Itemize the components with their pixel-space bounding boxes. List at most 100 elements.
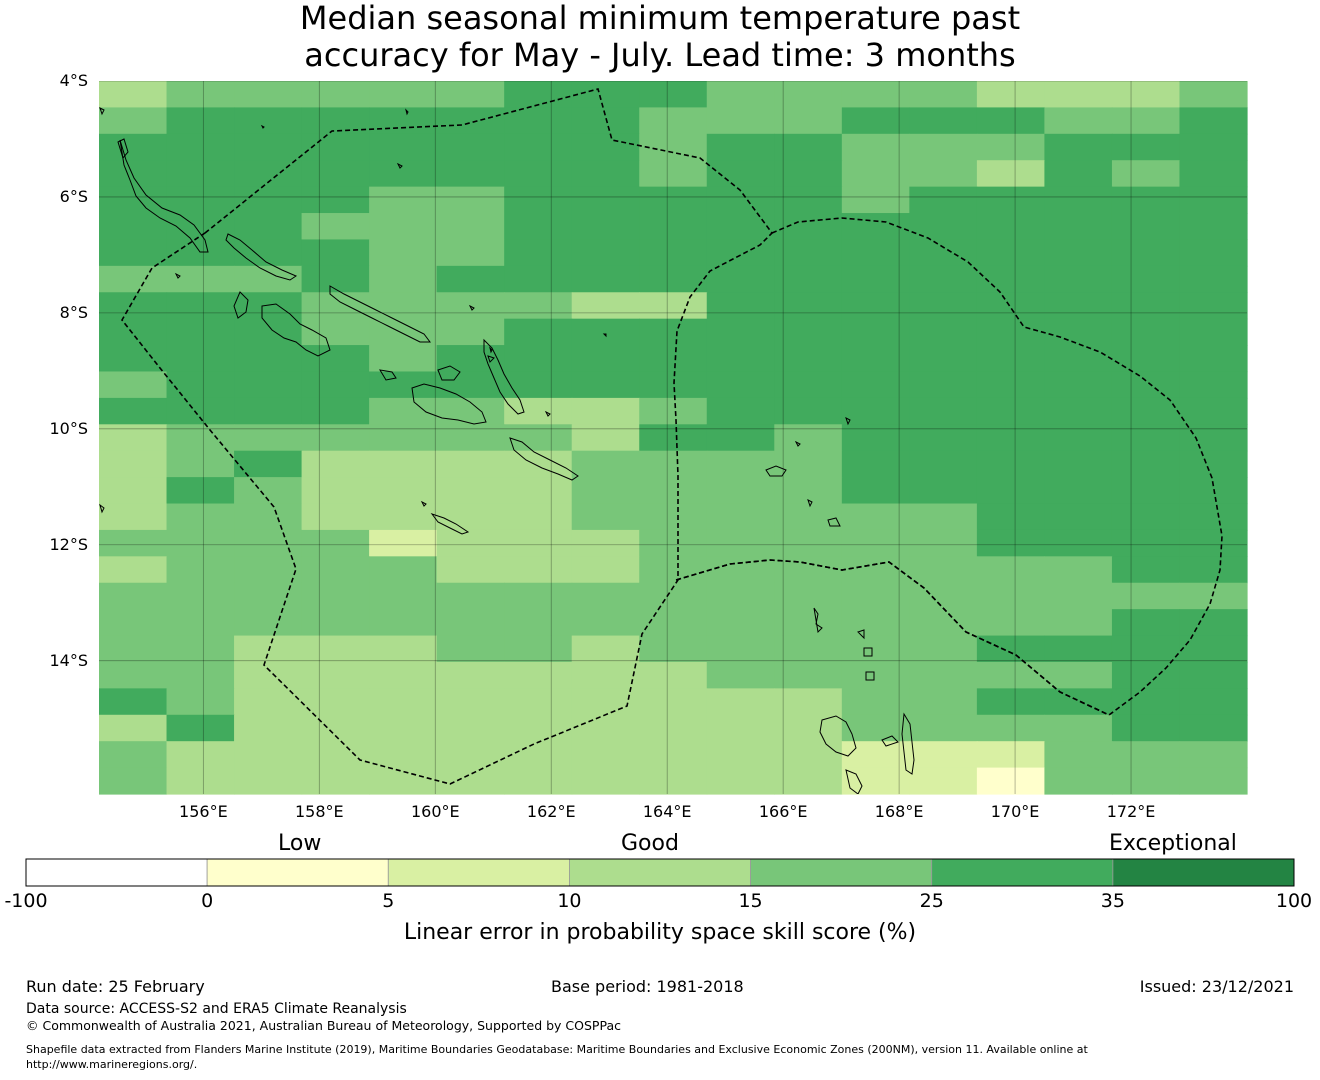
grid-cell (1044, 213, 1113, 241)
grid-cell (1044, 529, 1113, 557)
base-period: Base period: 1981-2018 (551, 977, 744, 996)
grid-cell (706, 767, 775, 795)
grid-cell (301, 160, 370, 188)
grid-cell (841, 635, 910, 663)
grid-cell (301, 265, 370, 293)
grid-cell (234, 635, 303, 663)
grid-cell (1179, 503, 1248, 531)
grid-cell (841, 661, 910, 689)
grid-cell (234, 609, 303, 637)
grid-cell (841, 477, 910, 505)
issued-date: Issued: 23/12/2021 (1139, 977, 1294, 996)
grid-cell (774, 345, 843, 373)
grid-cell (571, 741, 640, 769)
grid-cell (976, 450, 1046, 478)
grid-cell (166, 397, 235, 425)
grid-cell (436, 529, 505, 557)
grid-cell (571, 186, 640, 214)
grid-cell (301, 661, 370, 689)
skill-score-grid (99, 81, 1248, 795)
grid-cell (166, 767, 235, 795)
grid-cell (369, 635, 438, 663)
grid-cell (706, 265, 775, 293)
grid-cell (504, 239, 573, 267)
grid-cell (909, 318, 978, 346)
longitude-label: 168°E (874, 802, 924, 821)
grid-cell (571, 450, 640, 478)
grid-cell (841, 688, 910, 716)
colorbar-tick-label: 35 (1100, 890, 1125, 912)
grid-cell (166, 371, 235, 399)
grid-cell (166, 292, 235, 320)
grid-cell (301, 714, 370, 742)
grid-cell (504, 265, 573, 293)
grid-cell (99, 318, 168, 346)
grid-cell (976, 582, 1046, 610)
grid-cell (841, 292, 910, 320)
grid-cell (369, 239, 438, 267)
grid-cell (909, 714, 978, 742)
grid-cell (1111, 688, 1181, 716)
grid-cell (99, 582, 168, 610)
grid-cell (909, 688, 978, 716)
rennell-island (430, 513, 470, 535)
grid-cell (841, 609, 910, 637)
grid-cell (706, 186, 775, 214)
grid-cell (909, 450, 978, 478)
colorbar-label: Linear error in probability space skill … (403, 920, 917, 945)
colorbar-tick-label: 10 (557, 890, 582, 912)
grid-cell (301, 292, 370, 320)
grid-cell (369, 81, 438, 109)
grid-cell (369, 714, 438, 742)
chart-title: Median seasonal minimum temperature past… (0, 0, 1320, 74)
grid-cell (1111, 767, 1181, 795)
grid-cell (369, 133, 438, 161)
grid-cell (99, 424, 168, 452)
longitude-label: 172°E (1106, 802, 1156, 821)
colorbar-tick-label: 25 (919, 890, 944, 912)
grid-cell (976, 213, 1046, 241)
grid-cell (976, 292, 1046, 320)
grid-cell (1179, 556, 1248, 584)
grid-cell (571, 556, 640, 584)
grid-cell (571, 292, 640, 320)
grid-cell (436, 345, 505, 373)
grid-cell (1044, 107, 1113, 135)
grid-cell (774, 371, 843, 399)
grid-cell (99, 371, 168, 399)
grid-cell (504, 133, 573, 161)
grid-cell (369, 661, 438, 689)
grid-cell (639, 397, 708, 425)
small-islets (99, 107, 851, 514)
grid-cell (166, 688, 235, 716)
grid-cell (1111, 318, 1181, 346)
grid-cell (1179, 529, 1248, 557)
grid-cell (1111, 371, 1181, 399)
data-source: Data source: ACCESS-S2 and ERA5 Climate … (26, 1001, 407, 1017)
grid-cell (706, 635, 775, 663)
grid-cell (1044, 81, 1113, 109)
grid-cell (234, 107, 303, 135)
grid-cell (504, 424, 573, 452)
grid-cell (774, 450, 843, 478)
grid-cell (1111, 239, 1181, 267)
grid-cell (976, 714, 1046, 742)
colorbar-bin (569, 858, 751, 887)
latitude-label: 6°S (59, 186, 88, 206)
grid-cell (301, 397, 370, 425)
grid-cell (639, 741, 708, 769)
grid-cell (504, 371, 573, 399)
santa-isabel-island (329, 285, 431, 343)
grid-cell (99, 292, 168, 320)
grid-cell (99, 714, 168, 742)
grid-cell (639, 556, 708, 584)
grid-cell (841, 556, 910, 584)
grid-cell (301, 688, 370, 716)
grid-cell (639, 133, 708, 161)
grid-cell (436, 133, 505, 161)
grid-cell (234, 213, 303, 241)
grid-cell (639, 318, 708, 346)
grid-cell (571, 714, 640, 742)
grid-cell (436, 741, 505, 769)
grid-cell (436, 213, 505, 241)
